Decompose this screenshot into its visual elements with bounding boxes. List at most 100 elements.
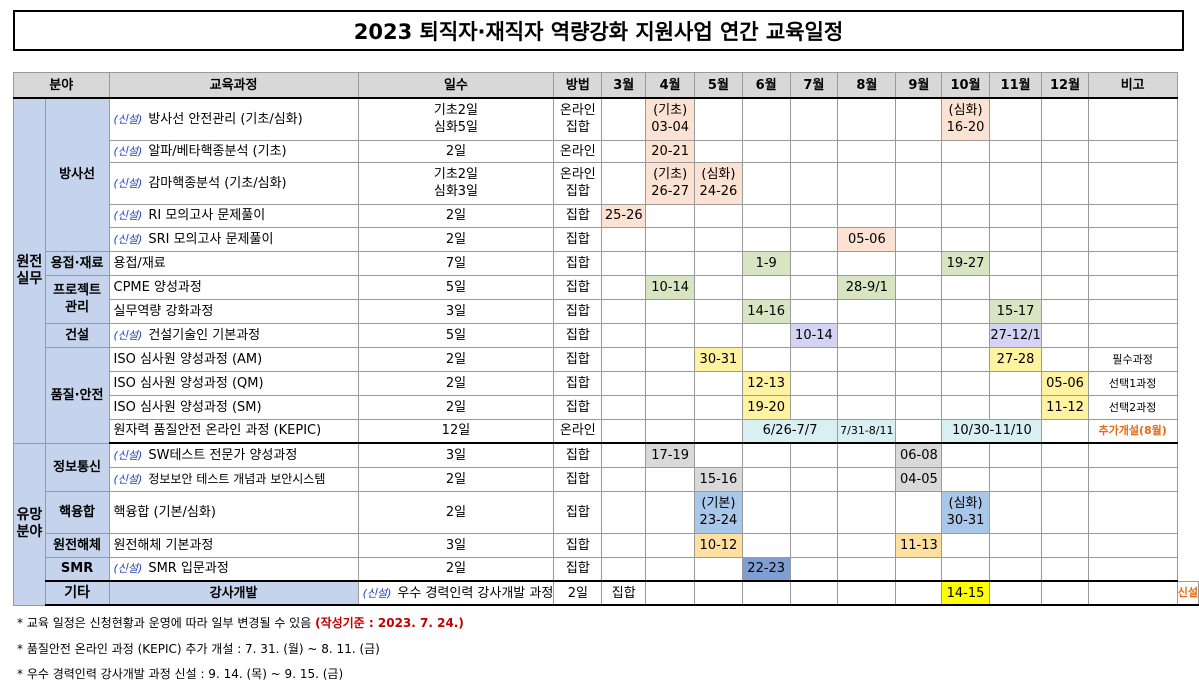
- course-cell: ISO 심사원 양성과정 (SM): [108, 394, 359, 420]
- month-cell: [789, 274, 839, 300]
- header-row: 분야 교육과정 일수 방법 3월 4월 5월 6월 7월 8월 9월 10월 1…: [13, 72, 1199, 99]
- schedule-cell: 20-21: [645, 139, 696, 163]
- table-row: (신설) 감마핵종분석 (기초/심화) 기초2일 심화3일 온라인 집합 (기초)…: [14, 161, 1199, 205]
- method-cell: 집합: [553, 442, 603, 468]
- note-cell: [1087, 274, 1178, 300]
- month-cell: [645, 394, 696, 420]
- month-cell: [789, 532, 839, 558]
- header-jun: 6월: [741, 72, 791, 99]
- month-cell: [645, 490, 696, 534]
- month-cell: [789, 580, 839, 606]
- month-cell: [988, 274, 1043, 300]
- days-cell: 5일: [357, 274, 555, 300]
- month-cell: [1041, 97, 1089, 141]
- month-cell: [645, 532, 696, 558]
- table-row: (신설) 알파/베타핵종분석 (기초) 2일 온라인 20-21: [14, 139, 1199, 163]
- month-cell: [837, 203, 897, 228]
- header-nov: 11월: [988, 72, 1043, 99]
- course-label: 건설기술인 기본과정: [148, 327, 261, 343]
- month-cell: [601, 139, 647, 163]
- month-cell: [741, 161, 791, 205]
- month-cell: [837, 161, 897, 205]
- note-cell: [1087, 203, 1178, 228]
- month-cell: [601, 442, 647, 468]
- schedule-cell: (심화) 16-20: [941, 97, 990, 141]
- month-cell: [741, 442, 791, 468]
- schedule-cell: 14-16: [741, 298, 791, 324]
- month-cell: [645, 226, 696, 252]
- note-cell: [1087, 490, 1178, 534]
- days-cell: 5일: [357, 322, 555, 348]
- header-may: 5월: [694, 72, 743, 99]
- month-cell: [645, 346, 696, 372]
- note-cell: 필수과정: [1087, 346, 1178, 372]
- days-cell: 2일: [357, 203, 555, 228]
- month-cell: [741, 580, 791, 606]
- month-cell: [895, 203, 943, 228]
- month-cell: [941, 139, 990, 163]
- month-cell: [837, 97, 897, 141]
- course-label: 방사선 안전관리 (기초/심화): [148, 111, 303, 127]
- method-cell: 집합: [601, 580, 647, 606]
- footnote-date: (작성기준 : 2023. 7. 24.): [315, 616, 464, 630]
- table-row: 품질·안전 ISO 심사원 양성과정 (AM) 2일 집합 30-31 27-2…: [14, 346, 1199, 444]
- footnote-1: * 교육 일정은 신청현황과 운영에 따라 일부 변경될 수 있음 (작성기준 …: [17, 614, 464, 631]
- month-cell: [601, 490, 647, 534]
- month-cell: [941, 346, 990, 372]
- note-cell: [1087, 226, 1178, 252]
- month-cell: [941, 442, 990, 468]
- month-cell: [837, 394, 897, 420]
- month-cell: [694, 442, 743, 468]
- schedule-cell: (기본) 23-24: [694, 490, 743, 534]
- schedule-cell: 05-06: [1041, 370, 1089, 396]
- category-nuclear: 원전 실무: [13, 97, 46, 444]
- schedule-cell: 10-14: [645, 274, 696, 300]
- schedule-cell: 7/31-8/11: [837, 418, 897, 444]
- course-label: ISO 심사원 양성과정 (QM): [113, 375, 264, 391]
- method-cell: 온라인 집합: [553, 161, 603, 205]
- course-label: 용접/재료: [113, 255, 166, 271]
- month-cell: [601, 556, 647, 582]
- month-cell: [1041, 203, 1089, 228]
- days-cell: 2일: [553, 580, 603, 606]
- schedule-cell: (기초) 03-04: [645, 97, 696, 141]
- header-sep: 9월: [895, 72, 943, 99]
- month-cell: [645, 298, 696, 324]
- note-cell: 추가개설(8월): [1087, 418, 1178, 444]
- header-course: 교육과정: [108, 72, 359, 99]
- method-cell: 집합: [553, 250, 603, 276]
- table-row: 원자력 품질안전 온라인 과정 (KEPIC) 12일 온라인 6/26-7/7…: [14, 418, 1199, 444]
- course-cell: ISO 심사원 양성과정 (AM): [108, 346, 359, 372]
- course-cell: (신설) SW테스트 전문가 양성과정: [108, 442, 359, 468]
- month-cell: [789, 346, 839, 372]
- month-cell: [789, 250, 839, 276]
- month-cell: [741, 532, 791, 558]
- method-cell: 집합: [553, 203, 603, 228]
- month-cell: [941, 226, 990, 252]
- month-cell: [694, 322, 743, 348]
- month-cell: [1041, 161, 1089, 205]
- days-cell: 2일: [357, 139, 555, 163]
- header-mar: 3월: [601, 72, 647, 99]
- month-cell: [645, 466, 696, 492]
- schedule-cell: 1-9: [741, 250, 791, 276]
- category-etc: 기타: [44, 580, 110, 606]
- month-cell: [694, 418, 743, 444]
- method-cell: 집합: [553, 370, 603, 396]
- note-cell: [1087, 161, 1178, 205]
- course-label: CPME 양성과정: [113, 279, 202, 295]
- note-cell: 선택2과정: [1087, 394, 1178, 420]
- month-cell: [694, 298, 743, 324]
- month-cell: [601, 370, 647, 396]
- month-cell: [645, 203, 696, 228]
- course-label: 실무역량 강화과정: [113, 303, 214, 319]
- month-cell: [694, 250, 743, 276]
- new-tag: (신설): [113, 144, 143, 158]
- month-cell: [789, 139, 839, 163]
- course-label: 원전해체 기본과정: [113, 537, 214, 553]
- note-cell: [1087, 298, 1178, 324]
- month-cell: [789, 161, 839, 205]
- month-cell: [837, 250, 897, 276]
- month-cell: [895, 250, 943, 276]
- course-label: 우수 경력인력 강사개발 과정: [397, 585, 554, 601]
